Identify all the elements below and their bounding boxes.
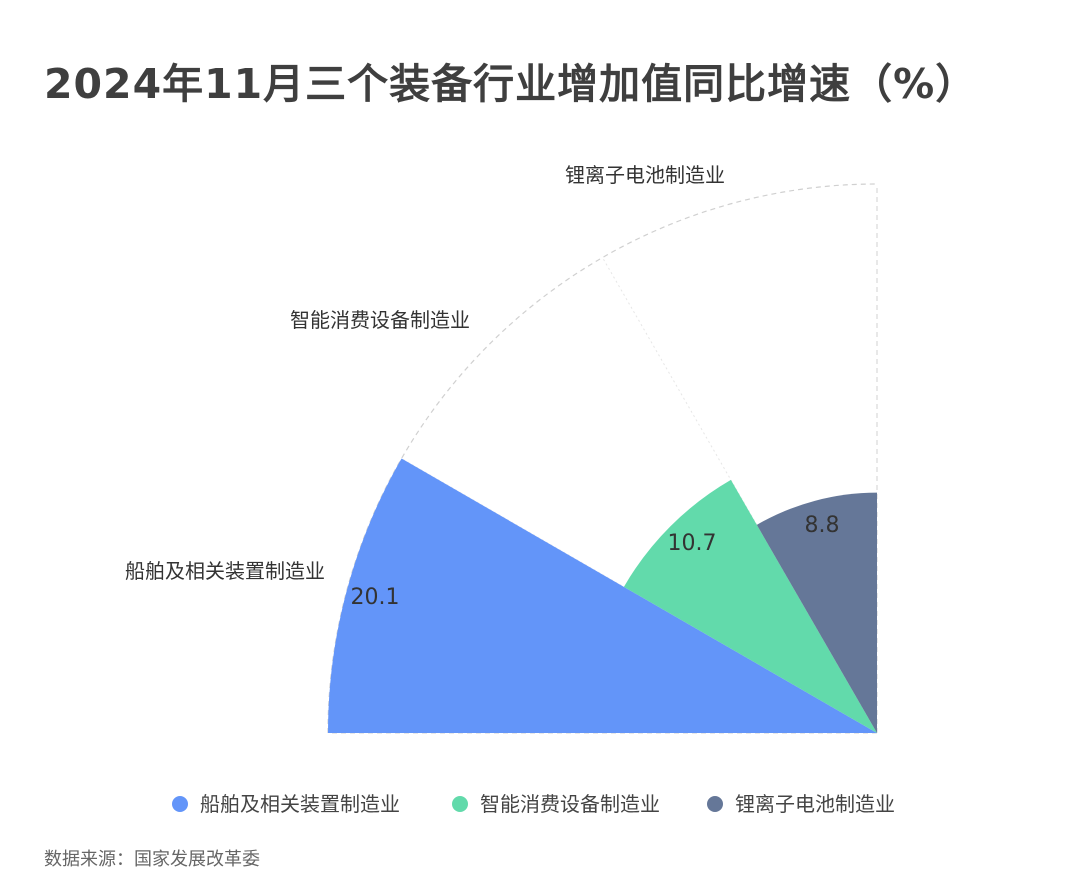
value-label: 8.8 — [805, 513, 840, 538]
grid-radial-line — [602, 257, 878, 734]
sector-3 — [756, 492, 877, 733]
legend-item: 船舶及相关装置制造业 — [200, 792, 400, 816]
value-label: 20.1 — [351, 585, 400, 610]
sector-2 — [623, 479, 877, 733]
legend-marker — [172, 796, 188, 812]
chart-title: 2024年11月三个装备行业增加值同比增速（%） — [44, 60, 978, 108]
category-label: 智能消费设备制造业 — [290, 308, 470, 332]
legend-marker — [707, 796, 723, 812]
category-label: 船舶及相关装置制造业 — [125, 559, 325, 583]
category-label: 锂离子电池制造业 — [565, 163, 725, 187]
legend-marker — [452, 796, 468, 812]
legend-item: 智能消费设备制造业 — [480, 792, 660, 816]
sector-1 — [328, 458, 877, 733]
legend-item: 锂离子电池制造业 — [735, 792, 895, 816]
value-label: 10.7 — [668, 531, 717, 556]
data-source: 数据来源：国家发展改革委 — [44, 849, 260, 870]
